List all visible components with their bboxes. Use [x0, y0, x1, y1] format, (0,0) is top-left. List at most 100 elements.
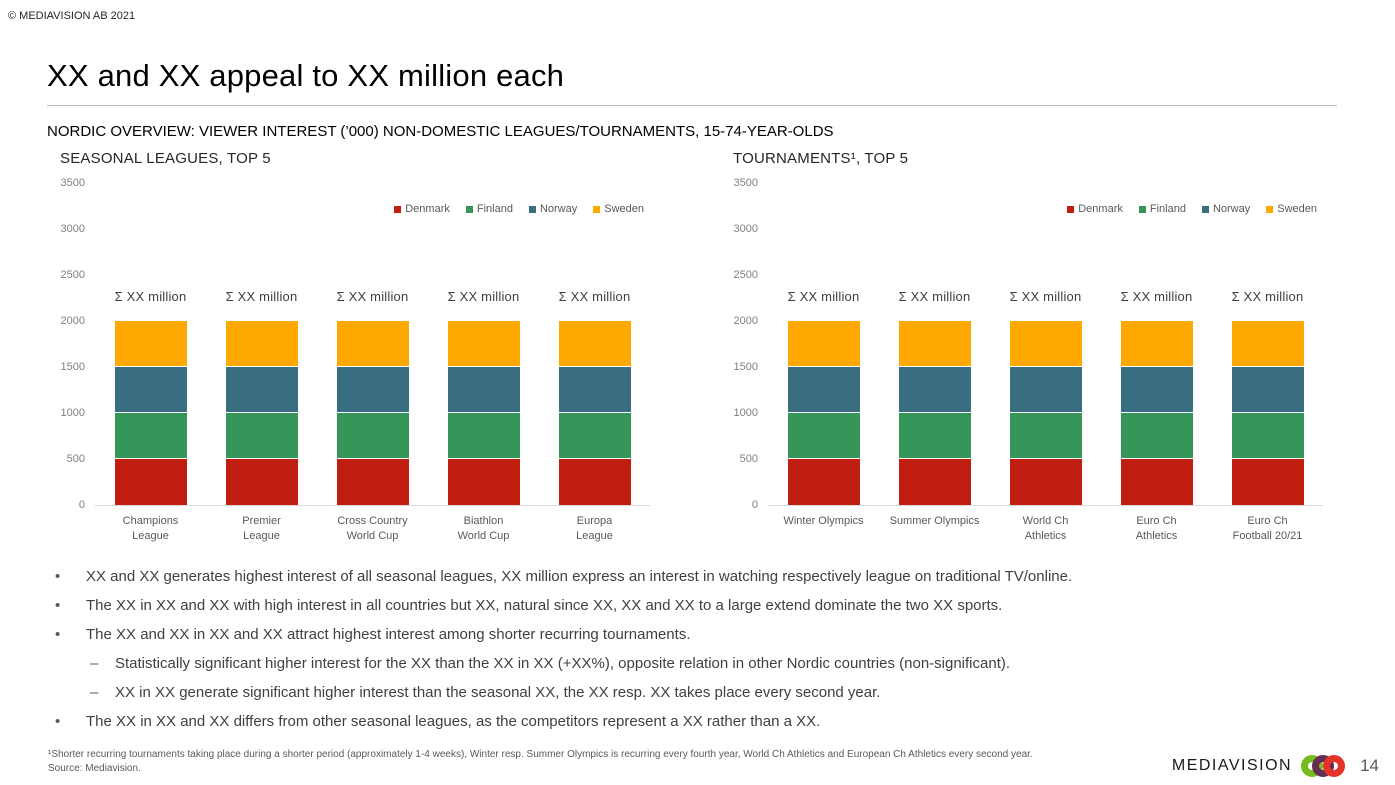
legend-label: Denmark	[1078, 203, 1123, 215]
bar-total-label: Σ XX million	[1009, 289, 1082, 304]
bar-segment-norway	[336, 367, 409, 413]
bar-total-label: Σ XX million	[898, 289, 971, 304]
sub-bullet-item: – Statistically significant higher intere…	[47, 653, 1357, 674]
bar-segment-sweden	[336, 321, 409, 367]
legend-swatch-icon	[1138, 205, 1146, 213]
bar-segment-finland	[336, 413, 409, 459]
y-axis-tick-label: 1500	[733, 361, 758, 373]
legend-item-denmark: Denmark	[1067, 203, 1123, 215]
bar-segment-norway	[898, 367, 971, 413]
chart-legend: Denmark Finland Norway Sweden	[394, 203, 644, 215]
bar-segment-sweden	[447, 321, 520, 367]
footnote-block: ¹Shorter recurring tournaments taking pl…	[48, 748, 1148, 776]
legend-item-sweden: Sweden	[593, 203, 644, 215]
mediavision-wordmark: MEDIAVISION	[1171, 757, 1293, 774]
bar-segment-sweden	[1231, 321, 1304, 367]
bar-segment-denmark	[447, 459, 520, 505]
legend-label: Finland	[476, 203, 513, 215]
legend-swatch-icon	[593, 205, 601, 213]
legend-item-norway: Norway	[528, 203, 578, 215]
x-category-label: Euro Ch Athletics	[1135, 515, 1178, 542]
bar-segment-denmark	[1009, 459, 1082, 505]
bullet-item: • XX and XX generates highest interest of…	[47, 566, 1357, 587]
x-category-label: Champions League	[122, 515, 179, 542]
bar-total-label: Σ XX million	[114, 289, 187, 304]
legend-swatch-icon	[1266, 205, 1274, 213]
bar-segment-norway	[225, 367, 298, 413]
bar-segment-finland	[787, 413, 860, 459]
bar-total-label: Σ XX million	[447, 289, 520, 304]
x-category-label: Cross Country World Cup	[337, 515, 408, 542]
x-category-label: Europa League	[576, 515, 613, 542]
chart-title: TOURNAMENTS¹, TOP 5	[733, 150, 909, 167]
chart-title: SEASONAL LEAGUES, TOP 5	[60, 150, 271, 167]
legend-label: Denmark	[405, 203, 450, 215]
y-axis-tick-label: 2000	[60, 315, 85, 327]
bar-total-label: Σ XX million	[1120, 289, 1193, 304]
legend-label: Sweden	[604, 203, 644, 215]
bar-total-label: Σ XX million	[225, 289, 298, 304]
bar-segment-norway	[447, 367, 520, 413]
legend-swatch-icon	[394, 205, 402, 213]
bar-segment-finland	[898, 413, 971, 459]
y-axis-tick-label: 0	[751, 499, 758, 511]
bar-segment-denmark	[898, 459, 971, 505]
chart-plot-area: 0 500 1000 1500 2000 2500 3000 3500 Σ XX million…	[47, 148, 672, 548]
tournaments-chart: TOURNAMENTS¹, TOP 5 Denmark Finland Norway…	[720, 148, 1345, 548]
y-axis-tick-label: 3500	[733, 177, 758, 189]
bar-segment-finland	[1009, 413, 1082, 459]
title-divider	[47, 105, 1337, 106]
bar-segment-norway	[1120, 367, 1193, 413]
sub-bullet-item: – XX in XX generate significant higher in…	[47, 682, 1357, 703]
y-axis-tick-label: 3500	[60, 177, 85, 189]
y-axis-tick-label: 3000	[733, 223, 758, 235]
x-category-label: Premier League	[242, 515, 281, 542]
x-category-label: Summer Olympics	[889, 515, 980, 527]
bar-total-label: Σ XX million	[1231, 289, 1304, 304]
bullet-item: • The XX in XX and XX differs from other …	[47, 711, 1357, 732]
bullet-marker: •	[55, 713, 61, 730]
bar-segment-denmark	[558, 459, 631, 505]
y-axis-tick-label: 2500	[60, 269, 85, 281]
bar-segment-sweden	[114, 321, 187, 367]
y-axis-tick-label: 1000	[60, 407, 85, 419]
bar-segment-denmark	[787, 459, 860, 505]
bar-segment-denmark	[1231, 459, 1304, 505]
legend-item-sweden: Sweden	[1266, 203, 1317, 215]
bar-segment-denmark	[114, 459, 187, 505]
bar-segment-denmark	[336, 459, 409, 505]
x-axis-line	[768, 505, 1323, 506]
bar-segment-denmark	[225, 459, 298, 505]
legend-swatch-icon	[528, 205, 536, 213]
legend-label: Norway	[1212, 203, 1251, 215]
bar-segment-sweden	[1120, 321, 1193, 367]
bullet-list: • XX and XX generates highest interest of…	[47, 566, 1357, 740]
legend-label: Norway	[539, 203, 578, 215]
bullet-text: XX in XX generate significant higher int…	[115, 684, 881, 701]
x-axis-line	[95, 505, 650, 506]
legend-label: Sweden	[1277, 203, 1317, 215]
bar-segment-norway	[1231, 367, 1304, 413]
bar-segment-sweden	[558, 321, 631, 367]
chart-legend: Denmark Finland Norway Sweden	[1067, 203, 1317, 215]
bullet-text: The XX and XX in XX and XX attract highe…	[86, 626, 691, 643]
bar-segment-norway	[114, 367, 187, 413]
bar-segment-norway	[1009, 367, 1082, 413]
x-category-label: Biathlon World Cup	[457, 515, 510, 542]
bar-total-label: Σ XX million	[558, 289, 631, 304]
mediavision-rings-icon	[1301, 755, 1346, 777]
page-number: 14	[1360, 756, 1379, 775]
legend-item-denmark: Denmark	[394, 203, 450, 215]
legend-swatch-icon	[1201, 205, 1209, 213]
source-text: Source: Mediavision.	[48, 763, 141, 774]
legend-swatch-icon	[1067, 205, 1075, 213]
brand-block: MEDIAVISION 14	[1172, 753, 1379, 779]
y-axis-tick-label: 0	[78, 499, 85, 511]
y-axis-tick-label: 1000	[733, 407, 758, 419]
bar-segment-finland	[114, 413, 187, 459]
bullet-marker: •	[55, 597, 61, 614]
x-category-label: Winter Olympics	[783, 515, 864, 527]
bar-segment-norway	[558, 367, 631, 413]
bullet-text: Statistically significant higher interes…	[115, 655, 1011, 672]
